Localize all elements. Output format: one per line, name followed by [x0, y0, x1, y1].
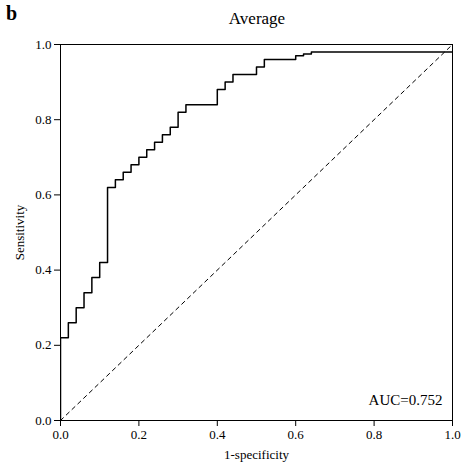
svg-text:0.6: 0.6: [288, 427, 305, 442]
html-text:Average: Average: [228, 9, 286, 28]
svg-text:0.2: 0.2: [131, 427, 147, 442]
svg-text:0.2: 0.2: [35, 337, 51, 352]
html-text:b: b: [6, 2, 18, 24]
svg-text:0.6: 0.6: [35, 187, 52, 202]
svg-text:1.0: 1.0: [444, 427, 460, 442]
svg-text:0.8: 0.8: [366, 427, 382, 442]
svg-text:1.0: 1.0: [35, 37, 51, 52]
svg-text:0.8: 0.8: [35, 112, 51, 127]
svg-text:0.0: 0.0: [52, 427, 68, 442]
svg-text:0.4: 0.4: [35, 262, 52, 277]
svg-text:1-specificity: 1-specificity: [224, 447, 289, 462]
svg-text:0.4: 0.4: [209, 427, 226, 442]
svg-text:0.0: 0.0: [35, 413, 51, 428]
svg-text:Sensitivity: Sensitivity: [12, 204, 27, 260]
svg-text:AUC=0.752: AUC=0.752: [369, 392, 443, 408]
